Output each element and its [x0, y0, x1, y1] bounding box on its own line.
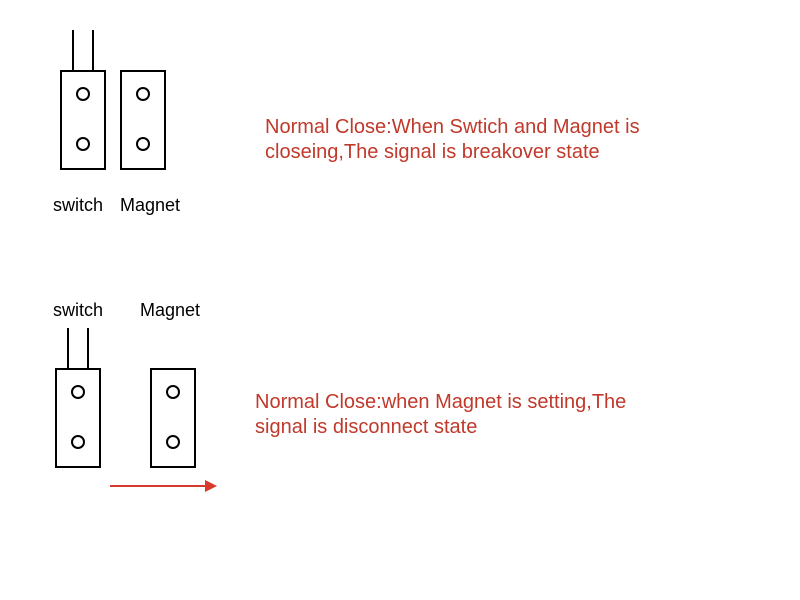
d2-switch-body [55, 368, 101, 468]
d1-desc-line2: closeing,The signal is breakover state [265, 140, 640, 165]
d1-magnet-hole-bottom [136, 137, 150, 151]
d1-magnet-body [120, 70, 166, 170]
d2-magnet-hole-bottom [166, 435, 180, 449]
d1-magnet-hole-top [136, 87, 150, 101]
d1-switch-lead-1 [72, 30, 74, 70]
d2-description: Normal Close:when Magnet is setting,The … [255, 390, 626, 440]
d2-switch-label: switch [53, 300, 103, 321]
d2-magnet-body [150, 368, 196, 468]
d1-desc-line1: Normal Close:When Swtich and Magnet is [265, 115, 640, 140]
d2-desc-line2: signal is disconnect state [255, 415, 626, 440]
d2-arrow-line [110, 485, 205, 487]
d2-switch-lead-1 [67, 328, 69, 368]
d1-switch-hole-top [76, 87, 90, 101]
d2-desc-line1: Normal Close:when Magnet is setting,The [255, 390, 626, 415]
d1-switch-body [60, 70, 106, 170]
d2-switch-hole-bottom [71, 435, 85, 449]
d2-switch-lead-2 [87, 328, 89, 368]
d1-switch-label: switch [53, 195, 103, 216]
d2-switch-hole-top [71, 385, 85, 399]
d2-magnet-label: Magnet [140, 300, 200, 321]
d1-description: Normal Close:When Swtich and Magnet is c… [265, 115, 640, 165]
d2-arrow-head [205, 480, 217, 492]
d1-switch-lead-2 [92, 30, 94, 70]
d1-switch-hole-bottom [76, 137, 90, 151]
d1-magnet-label: Magnet [120, 195, 180, 216]
d2-magnet-hole-top [166, 385, 180, 399]
